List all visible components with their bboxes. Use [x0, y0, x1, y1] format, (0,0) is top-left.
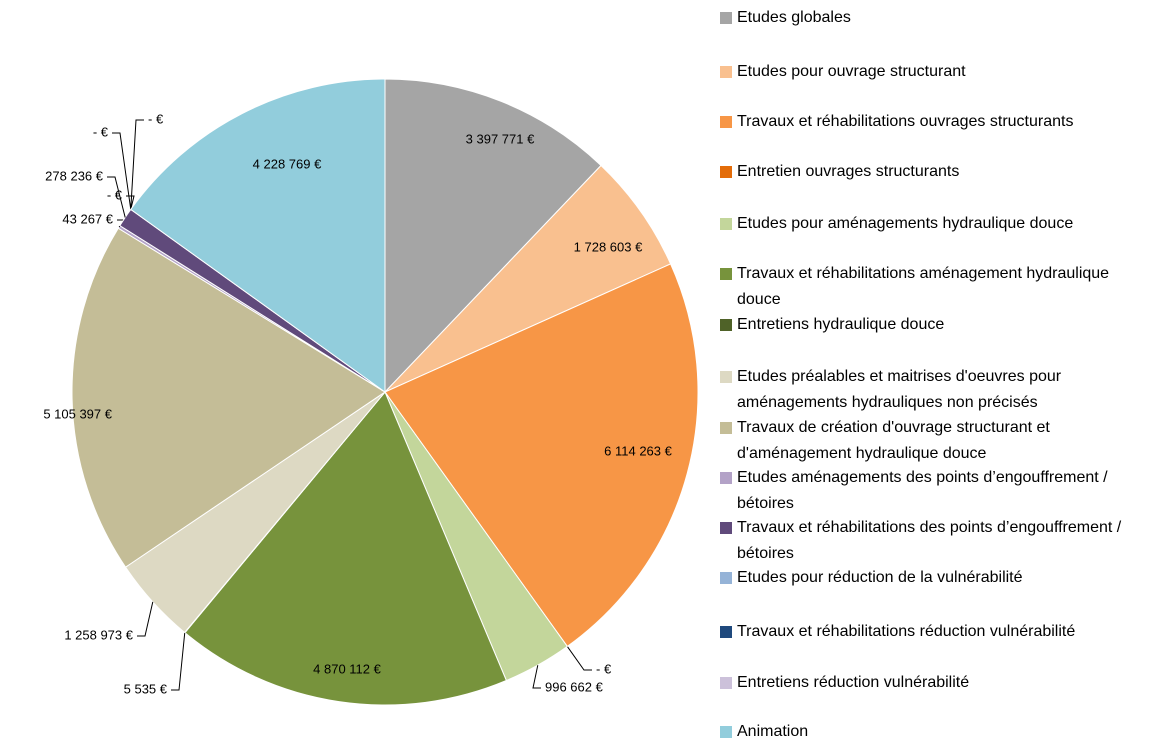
legend-label: Entretiens hydraulique douce: [737, 316, 945, 333]
pie-slice: [184, 391, 508, 706]
legend-entry: Etudes préalables et maitrises d'oeuvres…: [720, 364, 1140, 416]
legend-entry: Etudes aménagements des points d’engouff…: [720, 465, 1140, 517]
legend-entry: Travaux et réhabilitations des points d’…: [720, 515, 1140, 567]
legend-entry: Travaux et réhabilitations ouvrages stru…: [720, 109, 1140, 135]
legend-label: Etudes pour ouvrage structurant: [737, 63, 966, 80]
legend-label: Travaux et réhabilitations aménagement h…: [737, 265, 1110, 308]
leader-line: [137, 601, 154, 637]
legend-swatch: [720, 572, 732, 584]
data-label: 4 228 769 €: [253, 156, 322, 171]
data-label: - €: [596, 661, 612, 676]
legend-swatch: [720, 677, 732, 689]
data-label: 5 535 €: [124, 681, 168, 696]
legend-swatch: [720, 268, 732, 280]
data-label: - €: [93, 124, 109, 139]
legend-label: Travaux de création d'ouvrage structuran…: [737, 419, 1050, 462]
legend-entry: Etudes globales: [720, 5, 1140, 31]
pie-slice: [130, 78, 386, 393]
data-label: 5 105 397 €: [43, 406, 112, 421]
legend-entry: Etudes pour ouvrage structurant: [720, 59, 1140, 85]
legend-entry: Animation: [720, 719, 1140, 740]
legend-entry: Etudes pour réduction de la vulnérabilit…: [720, 565, 1140, 591]
legend-swatch: [720, 66, 732, 78]
data-label: 1 258 973 €: [64, 627, 133, 642]
leader-line: [112, 132, 132, 210]
pie-slice: [384, 78, 602, 394]
legend-swatch: [720, 319, 732, 331]
legend-swatch: [720, 522, 732, 534]
data-label: - €: [107, 187, 123, 202]
legend-entry: Etudes pour aménagements hydraulique dou…: [720, 211, 1140, 237]
leader-line: [566, 646, 592, 671]
leader-line: [532, 665, 541, 689]
data-label: 1 728 603 €: [574, 239, 643, 254]
legend-label: Travaux et réhabilitations ouvrages stru…: [737, 113, 1074, 130]
leader-line: [130, 119, 144, 210]
legend-entry: Travaux et réhabilitations aménagement h…: [720, 261, 1140, 313]
legend-entry: Entretiens hydraulique douce: [720, 312, 1140, 338]
pie-slice: [384, 164, 672, 393]
legend-swatch: [720, 12, 732, 24]
legend-swatch: [720, 371, 732, 383]
legend-swatch: [720, 218, 732, 230]
data-label: 43 267 €: [62, 211, 113, 226]
legend-label: Etudes globales: [737, 9, 851, 26]
legend-swatch: [720, 626, 732, 638]
legend-label: Entretien ouvrages structurants: [737, 163, 960, 180]
legend-entry: Entretiens réduction vulnérabilité: [720, 670, 1140, 696]
data-label: 4 870 112 €: [313, 661, 381, 676]
legend-label: Etudes pour réduction de la vulnérabilit…: [737, 569, 1023, 586]
legend-swatch: [720, 472, 732, 484]
legend-entry: Travaux de création d'ouvrage structuran…: [720, 415, 1140, 467]
legend-label: Animation: [737, 723, 809, 740]
legend-label: Etudes aménagements des points d’engouff…: [737, 469, 1108, 512]
legend-label: Etudes pour aménagements hydraulique dou…: [737, 215, 1074, 232]
legend-label: Entretiens réduction vulnérabilité: [737, 674, 970, 691]
legend-label: Travaux et réhabilitations des points d’…: [737, 519, 1122, 562]
legend-swatch: [720, 422, 732, 434]
data-label: 6 114 263 €: [604, 443, 672, 458]
legend-label: Etudes préalables et maitrises d'oeuvres…: [737, 368, 1062, 411]
data-label: 278 236 €: [45, 168, 104, 183]
legend-swatch: [720, 166, 732, 178]
legend-swatch: [720, 116, 732, 128]
data-label: 996 662 €: [545, 679, 604, 694]
legend-swatch: [720, 726, 732, 738]
pie-slice: [384, 263, 699, 648]
legend-entry: Entretien ouvrages structurants: [720, 159, 1140, 185]
pie-slice: [71, 227, 386, 568]
legend-entry: Travaux et réhabilitations réduction vul…: [720, 619, 1140, 645]
legend-label: Travaux et réhabilitations réduction vul…: [737, 623, 1076, 640]
leader-line: [171, 632, 186, 691]
data-label: 3 397 771 €: [466, 131, 535, 146]
data-label: - €: [148, 111, 164, 126]
leader-line: [107, 176, 126, 218]
